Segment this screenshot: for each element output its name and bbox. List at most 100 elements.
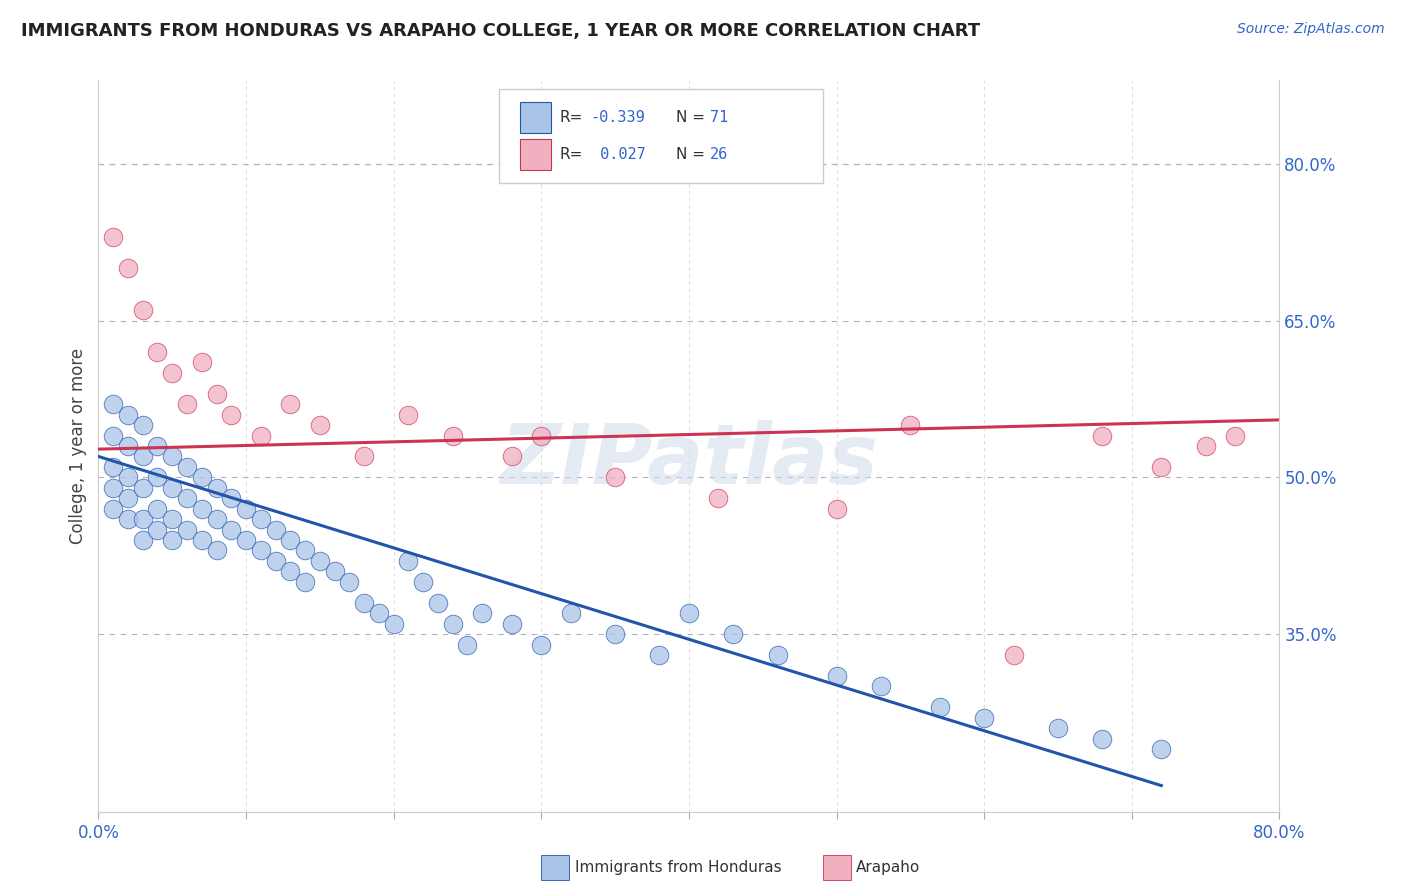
Point [205, 481, 228, 495]
Point [309, 418, 332, 433]
Point [1195, 439, 1218, 453]
Point [1150, 742, 1173, 756]
Point [264, 554, 287, 568]
Point [176, 491, 198, 506]
Point [205, 543, 228, 558]
Point [146, 470, 169, 484]
Point [235, 533, 257, 547]
Point [441, 428, 464, 442]
Point [146, 439, 169, 453]
Point [1150, 459, 1173, 474]
Point [191, 355, 214, 369]
Text: N =: N = [676, 110, 706, 125]
Point [605, 470, 627, 484]
Point [117, 408, 139, 422]
Point [1046, 721, 1070, 735]
Point [294, 543, 316, 558]
Point [766, 648, 789, 662]
Point [309, 554, 332, 568]
Point [132, 450, 155, 464]
Point [398, 554, 420, 568]
Point [132, 481, 155, 495]
Point [146, 501, 169, 516]
Point [382, 616, 405, 631]
Point [221, 491, 243, 506]
Point [176, 459, 198, 474]
Point [353, 596, 375, 610]
Text: ZIPatlas: ZIPatlas [501, 420, 877, 501]
Point [1091, 428, 1114, 442]
Point [103, 230, 125, 244]
Point [132, 533, 155, 547]
Point [280, 533, 302, 547]
Point [162, 450, 183, 464]
Point [353, 450, 375, 464]
Point [678, 606, 700, 620]
Point [162, 481, 183, 495]
Point [117, 491, 139, 506]
Point [1225, 428, 1247, 442]
Point [501, 450, 523, 464]
Point [132, 512, 155, 526]
Point [441, 616, 464, 631]
Point [368, 606, 391, 620]
Text: Source: ZipAtlas.com: Source: ZipAtlas.com [1237, 22, 1385, 37]
Point [605, 627, 627, 641]
Point [162, 366, 183, 380]
Text: R=: R= [560, 147, 583, 162]
Point [323, 565, 346, 579]
Point [132, 303, 155, 318]
Point [176, 397, 198, 411]
Point [412, 574, 434, 589]
Point [560, 606, 582, 620]
Text: IMMIGRANTS FROM HONDURAS VS ARAPAHO COLLEGE, 1 YEAR OR MORE CORRELATION CHART: IMMIGRANTS FROM HONDURAS VS ARAPAHO COLL… [21, 22, 980, 40]
Point [530, 638, 553, 652]
Point [471, 606, 494, 620]
Point [1091, 731, 1114, 746]
Point [264, 523, 287, 537]
Point [870, 679, 893, 693]
Point [176, 523, 198, 537]
Text: -0.339: -0.339 [591, 110, 645, 125]
Point [250, 428, 273, 442]
Point [103, 501, 125, 516]
Point [1002, 648, 1025, 662]
Point [501, 616, 523, 631]
Point [117, 439, 139, 453]
Point [398, 408, 420, 422]
Point [235, 501, 257, 516]
Text: 0.027: 0.027 [591, 147, 645, 162]
Point [900, 418, 922, 433]
Point [205, 386, 228, 401]
Point [250, 543, 273, 558]
Point [146, 523, 169, 537]
Point [723, 627, 745, 641]
Point [117, 470, 139, 484]
Point [427, 596, 450, 610]
Point [221, 408, 243, 422]
Text: N =: N = [676, 147, 706, 162]
Point [530, 428, 553, 442]
Text: 26: 26 [710, 147, 728, 162]
Point [221, 523, 243, 537]
Point [146, 345, 169, 359]
Point [132, 418, 155, 433]
Point [294, 574, 316, 589]
Text: Immigrants from Honduras: Immigrants from Honduras [575, 860, 782, 874]
Point [457, 638, 479, 652]
Point [339, 574, 361, 589]
Point [191, 470, 214, 484]
Point [103, 397, 125, 411]
Point [117, 261, 139, 276]
Point [280, 397, 302, 411]
Point [929, 700, 952, 714]
Point [707, 491, 730, 506]
Point [191, 533, 214, 547]
Point [103, 428, 125, 442]
Text: R=: R= [560, 110, 583, 125]
Point [250, 512, 273, 526]
Point [191, 501, 214, 516]
Point [162, 533, 183, 547]
Point [825, 501, 848, 516]
Point [117, 512, 139, 526]
